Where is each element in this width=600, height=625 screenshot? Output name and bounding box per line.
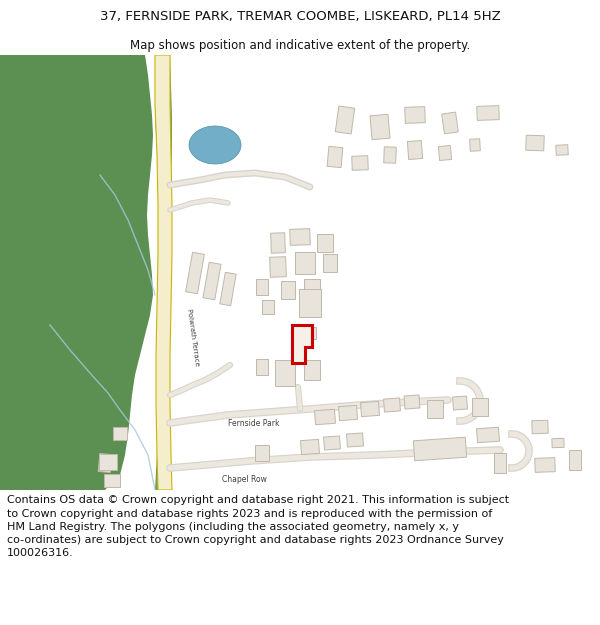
Polygon shape xyxy=(404,395,420,409)
Polygon shape xyxy=(99,454,117,470)
Polygon shape xyxy=(290,229,310,246)
Polygon shape xyxy=(407,141,422,159)
Polygon shape xyxy=(301,439,319,454)
Polygon shape xyxy=(552,438,564,448)
Polygon shape xyxy=(220,272,236,306)
Polygon shape xyxy=(314,409,335,424)
Polygon shape xyxy=(526,135,544,151)
Polygon shape xyxy=(347,433,364,447)
Polygon shape xyxy=(439,146,452,161)
Polygon shape xyxy=(494,453,506,473)
Polygon shape xyxy=(327,146,343,168)
Polygon shape xyxy=(569,450,581,470)
Text: Chapel Row: Chapel Row xyxy=(222,476,267,484)
Polygon shape xyxy=(304,279,320,295)
Text: Map shows position and indicative extent of the property.: Map shows position and indicative extent… xyxy=(130,39,470,52)
Text: Polwrath Terrace: Polwrath Terrace xyxy=(186,308,200,366)
Ellipse shape xyxy=(189,126,241,164)
Polygon shape xyxy=(269,257,286,278)
Polygon shape xyxy=(292,325,312,363)
Polygon shape xyxy=(413,438,467,461)
Polygon shape xyxy=(338,406,358,421)
Polygon shape xyxy=(0,55,153,490)
Polygon shape xyxy=(384,147,396,163)
Polygon shape xyxy=(104,474,120,486)
Polygon shape xyxy=(370,114,390,140)
Text: 37, FERNSIDE PARK, TREMAR COOMBE, LISKEARD, PL14 5HZ: 37, FERNSIDE PARK, TREMAR COOMBE, LISKEA… xyxy=(100,10,500,23)
Polygon shape xyxy=(203,262,221,300)
Text: Fernside Park: Fernside Park xyxy=(228,419,280,428)
Polygon shape xyxy=(477,106,499,121)
Polygon shape xyxy=(470,139,481,151)
Polygon shape xyxy=(335,106,355,134)
Polygon shape xyxy=(185,253,205,294)
Polygon shape xyxy=(405,107,425,123)
Polygon shape xyxy=(262,300,274,314)
Text: Contains OS data © Crown copyright and database right 2021. This information is : Contains OS data © Crown copyright and d… xyxy=(7,496,509,558)
Polygon shape xyxy=(556,145,568,155)
Polygon shape xyxy=(299,289,321,317)
Polygon shape xyxy=(427,400,443,418)
Polygon shape xyxy=(472,398,488,416)
Polygon shape xyxy=(323,254,337,272)
Polygon shape xyxy=(271,232,286,253)
Polygon shape xyxy=(256,359,268,375)
Polygon shape xyxy=(256,279,268,295)
Polygon shape xyxy=(295,252,315,274)
Polygon shape xyxy=(535,458,555,472)
Polygon shape xyxy=(442,112,458,134)
Polygon shape xyxy=(383,398,400,412)
Polygon shape xyxy=(532,420,548,434)
Polygon shape xyxy=(361,401,379,417)
Polygon shape xyxy=(281,281,295,299)
Polygon shape xyxy=(113,426,127,439)
Polygon shape xyxy=(476,428,499,442)
Polygon shape xyxy=(275,360,295,386)
Polygon shape xyxy=(452,396,467,410)
Polygon shape xyxy=(308,327,316,339)
Polygon shape xyxy=(98,454,112,472)
Polygon shape xyxy=(155,55,172,490)
Polygon shape xyxy=(317,234,333,252)
Polygon shape xyxy=(255,445,269,461)
Polygon shape xyxy=(352,156,368,170)
Polygon shape xyxy=(304,360,320,380)
Polygon shape xyxy=(155,55,172,490)
Polygon shape xyxy=(323,436,340,450)
